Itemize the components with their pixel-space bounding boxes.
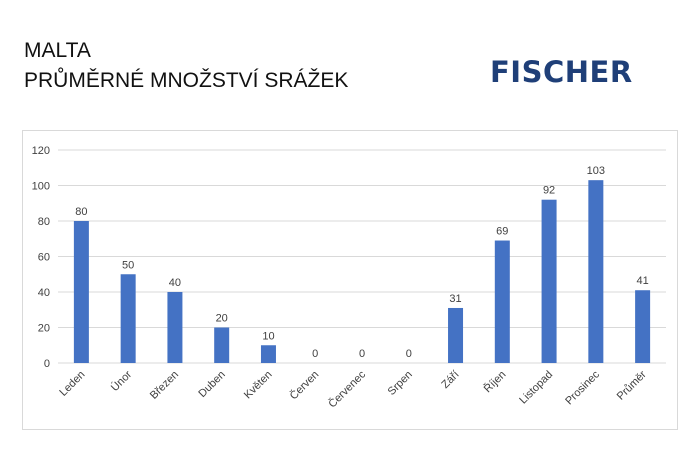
x-tick-label: Květen: [242, 369, 275, 402]
x-tick-label: Leden: [57, 369, 87, 399]
y-tick-label: 20: [38, 323, 50, 335]
data-label: 0: [312, 348, 318, 360]
title-line-subject: PRŮMĚRNÉ MNOŽSTVÍ SRÁŽEK: [24, 69, 349, 92]
data-label: 20: [216, 313, 228, 325]
y-tick-label: 100: [32, 181, 50, 193]
x-tick-label: Duben: [196, 369, 227, 400]
x-tick-label: Listopad: [517, 369, 555, 407]
x-tick-label: Srpen: [386, 369, 415, 398]
chart-area: 0 20 40 60 80 100 120 80 Leden 50 Únor 40 Březen 20 Du…: [22, 130, 678, 430]
bar-11: [588, 180, 604, 363]
title-line-country: MALTA: [24, 39, 91, 62]
data-label: 50: [122, 259, 134, 271]
x-tick-label: Červenec: [326, 368, 369, 411]
bar-4: [260, 345, 276, 363]
x-tick-label: Průměr: [615, 368, 649, 402]
data-label: 10: [262, 330, 274, 342]
x-tick-label: Říjen: [481, 368, 508, 395]
x-tick-label: Březen: [148, 369, 181, 402]
data-label: 0: [406, 348, 412, 360]
bar-1: [120, 274, 136, 363]
data-label: 31: [449, 293, 461, 305]
bar-chart: 02040608010012080Leden50Únor40Březen20Du…: [32, 145, 666, 411]
x-tick-label: Prosinec: [563, 368, 602, 407]
y-tick-label: 120: [32, 145, 50, 157]
bar-0: [73, 221, 89, 363]
y-tick-label: 80: [38, 216, 50, 228]
data-label: 80: [75, 206, 87, 218]
data-label: 40: [169, 277, 181, 289]
data-label: 41: [636, 275, 648, 287]
bar-3: [214, 327, 230, 363]
data-label: 92: [543, 185, 555, 197]
y-tick-label: 60: [38, 252, 50, 264]
data-label: 0: [359, 348, 365, 360]
bar-9: [494, 240, 510, 363]
chart-title: MALTA PRŮMĚRNÉ MNOŽSTVÍ SRÁŽEK: [24, 36, 348, 96]
bar-8: [448, 307, 464, 363]
x-tick-label: Únor: [108, 368, 134, 394]
data-label: 103: [587, 165, 605, 177]
fischer-logo: FISCHER: [490, 55, 633, 89]
bar-2: [167, 292, 183, 363]
data-label: 69: [496, 226, 508, 238]
x-tick-label: Září: [439, 369, 461, 391]
bar-12: [635, 290, 651, 363]
y-tick-label: 0: [44, 358, 50, 370]
x-tick-label: Červen: [287, 368, 321, 402]
bar-10: [541, 199, 557, 363]
y-tick-label: 40: [38, 287, 50, 299]
